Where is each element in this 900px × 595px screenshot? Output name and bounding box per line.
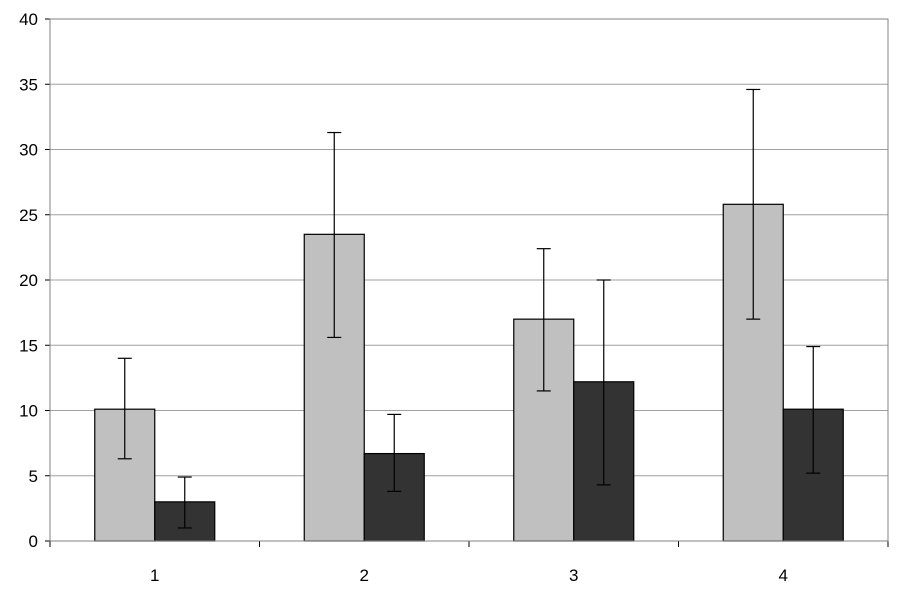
y-axis: 0 5 10 15 20 25 30 35 40 — [19, 10, 51, 551]
gridlines — [50, 83, 888, 477]
y-tick-label: 15 — [19, 336, 38, 355]
bars — [94, 203, 844, 542]
y-tick-label: 35 — [19, 75, 38, 94]
error-bars — [117, 88, 821, 529]
x-tick-label: 1 — [150, 566, 159, 585]
y-tick-label: 10 — [19, 402, 38, 421]
x-tick-label: 3 — [569, 566, 578, 585]
y-tick-label: 0 — [29, 532, 38, 551]
y-tick-label: 20 — [19, 271, 38, 290]
y-tick-label: 25 — [19, 206, 38, 225]
x-tick-label: 2 — [360, 566, 369, 585]
x-axis: 1 2 3 4 — [49, 540, 889, 585]
x-tick-label: 4 — [779, 566, 788, 585]
plot-frame — [49, 18, 889, 542]
y-tick-label: 40 — [19, 10, 38, 29]
y-tick-label: 30 — [19, 141, 38, 160]
y-tick-label: 5 — [29, 467, 38, 486]
